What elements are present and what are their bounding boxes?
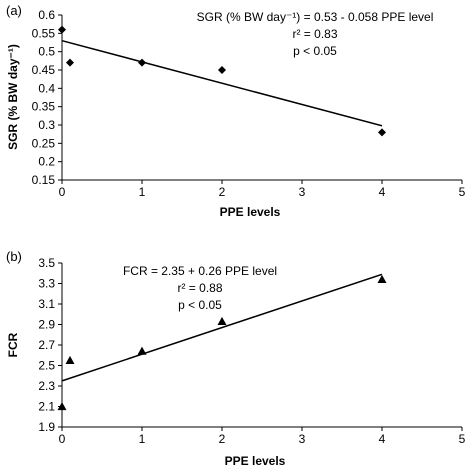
panel-b-y-tick-label: 3.5 bbox=[38, 256, 55, 270]
panel-b-p-value: p < 0.05 bbox=[178, 298, 222, 312]
panel-b-y-tick-label: 2.3 bbox=[38, 379, 55, 393]
panel-b-data-point bbox=[65, 355, 75, 364]
panel-a-trendline bbox=[61, 39, 383, 127]
panel-a-x-tick-label: 0 bbox=[59, 185, 66, 199]
panel-b: (b) 1.9 2.1 2.3 2.5 2.7 2.9 3.1 3.3 3.5 0 1 2 3 4 5 P… bbox=[6, 249, 466, 468]
panel-b-x-tick-label: 3 bbox=[299, 432, 306, 446]
panel-a: (a) 0.150.20.250.30.350.40.450.50.550.6 … bbox=[6, 3, 466, 219]
panel-a-y-tick-label: 0.4 bbox=[38, 81, 55, 95]
panel-a-y-axis-title: SGR (% BW day⁻¹) bbox=[6, 44, 20, 150]
panel-a-data-point bbox=[378, 128, 386, 137]
panel-a-y-tick-label: 0.2 bbox=[38, 155, 55, 169]
panel-b-y-tick-label: 2.7 bbox=[38, 338, 55, 352]
panel-a-y-tick-label: 0.25 bbox=[32, 136, 56, 150]
panel-a-x-tick-label: 5 bbox=[459, 185, 466, 199]
panel-b-equation: FCR = 2.35 + 0.26 PPE level bbox=[123, 264, 277, 278]
panel-a-x-tick-label: 1 bbox=[139, 185, 146, 199]
panel-a-y-tick-label: 0.45 bbox=[32, 63, 56, 77]
panel-a-y-tick-label: 0.35 bbox=[32, 100, 56, 114]
panel-b-x-tick-label: 5 bbox=[459, 432, 466, 446]
panel-a-data-point bbox=[58, 25, 66, 34]
panel-b-x-tick-label: 4 bbox=[379, 432, 386, 446]
panel-a-y-tick-label: 0.3 bbox=[38, 118, 55, 132]
panel-a-p-value: p < 0.05 bbox=[293, 44, 337, 58]
panel-b-data-point bbox=[57, 402, 67, 411]
panel-b-y-tick-label: 3.3 bbox=[38, 277, 55, 291]
panel-a-data-point bbox=[218, 66, 226, 74]
panel-b-data-point bbox=[217, 316, 227, 326]
panel-a-data-point bbox=[66, 58, 74, 67]
panel-b-y-axis-title: FCR bbox=[6, 332, 20, 357]
panel-b-y-tick-label: 2.5 bbox=[38, 359, 55, 373]
panel-a-equation: SGR (% BW day⁻¹) = 0.53 - 0.058 PPE leve… bbox=[197, 10, 434, 24]
panel-a-r-squared: r² = 0.83 bbox=[292, 27, 337, 41]
panel-b-x-tick-label: 0 bbox=[59, 432, 66, 446]
panel-a-y-tick-label: 0.6 bbox=[38, 8, 55, 22]
panel-a-x-axis-title: PPE levels bbox=[220, 205, 281, 219]
panel-a-label: (a) bbox=[6, 3, 22, 18]
panel-a-y-tick-label: 0.5 bbox=[38, 45, 55, 59]
panel-a-x-tick-label: 4 bbox=[379, 185, 386, 199]
panel-b-label: (b) bbox=[6, 249, 22, 264]
panel-b-r-squared: r² = 0.88 bbox=[177, 281, 222, 295]
panel-b-y-tick-label: 1.9 bbox=[38, 420, 55, 434]
panel-b-data-point bbox=[137, 346, 147, 355]
panel-a-y-tick-label: 0.55 bbox=[32, 26, 56, 40]
panel-a-x-tick-label: 3 bbox=[299, 185, 306, 199]
panel-a-data-point bbox=[138, 58, 146, 67]
panel-b-y-tick-label: 2.9 bbox=[38, 318, 55, 332]
panel-a-x-tick-label: 2 bbox=[219, 185, 226, 199]
panel-b-y-tick-label: 2.1 bbox=[38, 400, 55, 414]
panel-b-x-tick-label: 2 bbox=[219, 432, 226, 446]
panel-b-x-axis-title: PPE levels bbox=[225, 454, 286, 468]
panel-b-x-tick-label: 1 bbox=[139, 432, 146, 446]
panel-b-y-tick-label: 3.1 bbox=[38, 297, 55, 311]
panel-b-trendline bbox=[61, 273, 383, 382]
panel-a-y-tick-label: 0.15 bbox=[32, 173, 56, 187]
panel-b-data-point bbox=[377, 274, 387, 283]
